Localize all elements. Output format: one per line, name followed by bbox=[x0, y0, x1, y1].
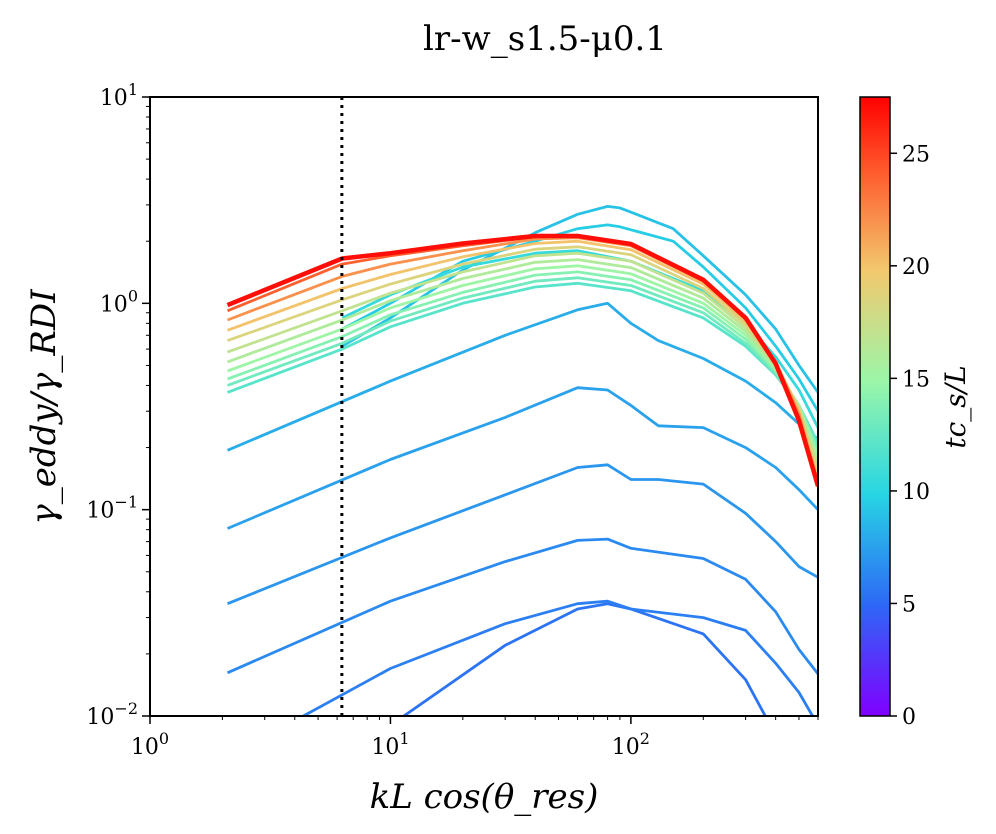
y-tick-label-2: 100 bbox=[100, 286, 138, 317]
colorbar-tick-label-4: 20 bbox=[902, 255, 930, 280]
series-layer bbox=[226, 204, 818, 716]
series-line-12 bbox=[227, 264, 818, 458]
series-line-7 bbox=[341, 223, 818, 412]
x-tick-label-0: 100 bbox=[131, 729, 169, 760]
series-line-3 bbox=[226, 463, 818, 605]
series-line-6 bbox=[341, 204, 818, 394]
colorbar-tick-label-2: 10 bbox=[902, 480, 930, 505]
series-line-1 bbox=[300, 599, 815, 716]
colorbar-ticks: 0 5 10 15 20 25 bbox=[890, 142, 930, 730]
colorbar-tick-label-1: 5 bbox=[902, 592, 916, 617]
series-line-5 bbox=[226, 301, 818, 452]
colorbar-tick-label-5: 25 bbox=[902, 142, 930, 167]
colorbar-tick-label-0: 0 bbox=[902, 705, 916, 730]
colorbar-tick-label-3: 15 bbox=[902, 367, 930, 392]
series-line-18 bbox=[226, 234, 818, 487]
y-axis-label: γ_eddy/γ_RDI bbox=[24, 289, 64, 525]
series-line-2 bbox=[226, 537, 818, 675]
x-tick-label-1: 101 bbox=[371, 729, 409, 760]
y-axis-ticks: 10−2 10−1 100 101 bbox=[86, 80, 150, 730]
series-line-19 bbox=[226, 233, 818, 487]
plot-frame bbox=[149, 96, 819, 717]
colorbar-label: tc_s/L bbox=[939, 365, 972, 448]
chart-title: lr-w_s1.5-μ0.1 bbox=[423, 19, 667, 59]
series-line-0 bbox=[401, 602, 767, 716]
x-axis-ticks: 100 101 102 bbox=[131, 716, 819, 760]
y-tick-label-1: 10−1 bbox=[86, 493, 138, 524]
y-tick-label-0: 10−2 bbox=[86, 699, 138, 730]
x-axis-label: kL cos(θ_res) bbox=[370, 777, 599, 817]
series-line-4 bbox=[226, 386, 818, 530]
colorbar bbox=[859, 96, 891, 717]
x-tick-label-2: 102 bbox=[612, 729, 650, 760]
y-tick-label-3: 101 bbox=[100, 80, 138, 111]
